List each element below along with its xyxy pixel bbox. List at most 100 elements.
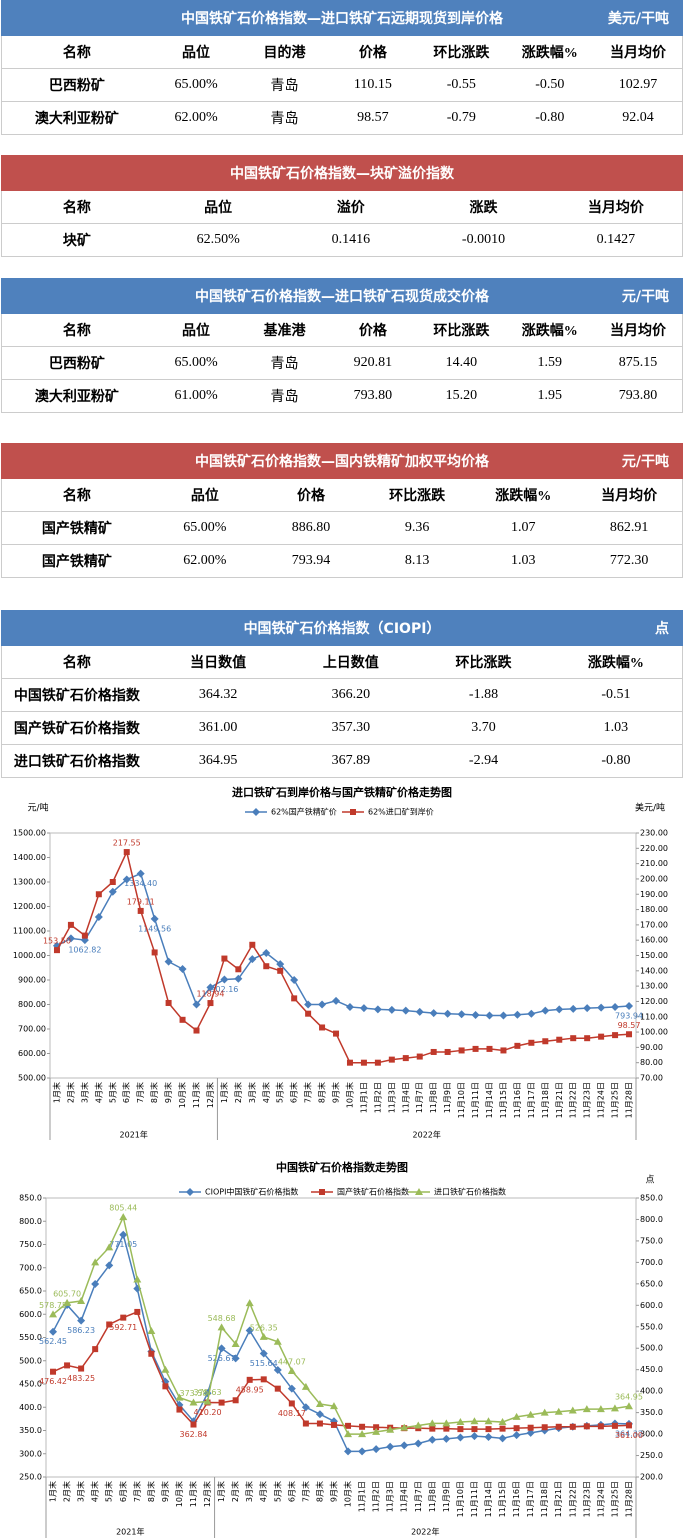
data-point (514, 1042, 521, 1049)
column-header: 当月均价 (594, 36, 683, 69)
x-tick-label: 5月末 (275, 1082, 285, 1103)
x-tick-label: 11月10日 (457, 1082, 466, 1118)
data-label: 476.42 (39, 1377, 67, 1386)
data-point (207, 1000, 214, 1007)
series-line (52, 1310, 630, 1430)
x-tick-label: 11月末 (191, 1082, 201, 1108)
table-block: 中国铁矿石价格指数（CIOPI）点名称 当日数值 上日数值 环比涨跌 涨跌幅% 中国铁矿石… (1, 610, 683, 778)
table-cell: 62.50% (151, 223, 285, 257)
x-tick-label: 11月24日 (597, 1082, 606, 1118)
data-point (232, 1397, 239, 1404)
data-point (235, 966, 242, 973)
legend-label: 国产铁矿石价格指数 (337, 1187, 409, 1197)
data-label: 562.45 (39, 1337, 67, 1346)
data-point (358, 1447, 367, 1456)
table-unit: 美元/干吨 (607, 11, 669, 27)
data-point (262, 949, 271, 958)
x-tick-label: 3月末 (79, 1082, 89, 1103)
data-point (374, 1059, 381, 1066)
data-point (175, 1393, 184, 1401)
x-tick-label: 5月末 (104, 1481, 114, 1502)
data-point (372, 1427, 381, 1435)
data-point (330, 1421, 337, 1428)
x-tick-label: 11月28日 (624, 1481, 633, 1517)
data-point (161, 1377, 170, 1386)
x-tick-label: 10月末 (174, 1481, 184, 1507)
x-tick-label: 4月末 (258, 1481, 268, 1502)
data-label: 548.68 (208, 1314, 236, 1323)
data-point (345, 1002, 354, 1011)
data-point (123, 849, 130, 856)
table-cell: 62.00% (151, 544, 258, 578)
data-point (332, 996, 341, 1005)
column-header: 涨跌幅% (505, 314, 594, 347)
data-point (484, 1417, 493, 1425)
x-group-label: 2022年 (413, 1130, 441, 1140)
x-tick-label: 11月8日 (429, 1082, 438, 1113)
x-tick-label: 11月21日 (555, 1082, 564, 1118)
series-line (56, 872, 630, 1017)
data-point (443, 1425, 450, 1432)
data-label: 364.32 (615, 1429, 643, 1438)
y-tick-label: 800.0 (19, 1217, 42, 1226)
data-point (165, 999, 172, 1006)
table-cell: 862.91 (576, 511, 683, 545)
y2-tick-label: 210.00 (640, 859, 668, 868)
data-point (218, 1399, 225, 1406)
data-label: 526.67 (208, 1354, 236, 1363)
data-point (234, 974, 243, 983)
x-tick-label: 6月末 (121, 1082, 131, 1103)
data-point (49, 1327, 58, 1336)
column-header: 品位 (151, 191, 285, 224)
table-header: 中国铁矿石价格指数（CIOPI） 点 (1, 610, 683, 646)
table-cell: -0.50 (505, 68, 594, 102)
table-row: 澳大利亚粉矿 61.00% 青岛 793.80 15.20 1.95 793.80 (1, 379, 683, 413)
data-point (570, 1035, 577, 1042)
data-point (231, 1339, 240, 1347)
y2-tick-label: 100.00 (640, 1028, 668, 1037)
x-tick-label: 11月9日 (443, 1082, 452, 1113)
table-header: 中国铁矿石价格指数—进口铁矿石现货成交价格 元/干吨 (1, 278, 683, 314)
data-point (373, 1424, 380, 1431)
data-point (248, 955, 257, 964)
row-name: 巴西粉矿 (1, 346, 152, 380)
data-point (414, 1439, 423, 1448)
table-cell: -0.79 (417, 101, 506, 135)
data-point (217, 1344, 226, 1353)
data-point (203, 1397, 212, 1405)
y2-tick-label: 450.0 (640, 1365, 663, 1374)
data-point (63, 1298, 72, 1306)
data-point (319, 1024, 326, 1031)
x-tick-label: 9月末 (328, 1481, 338, 1502)
data-point (458, 1047, 465, 1054)
data-label: 375.63 (194, 1388, 222, 1397)
header-row: 名称 当日数值 上日数值 环比涨跌 涨跌幅% (1, 646, 683, 679)
x-tick-label: 11月2日 (372, 1481, 381, 1512)
data-point (150, 914, 159, 923)
table-cell: 357.30 (284, 711, 418, 745)
data-point (512, 1412, 521, 1420)
row-name: 澳大利亚粉矿 (1, 379, 152, 413)
y2-tick-label: 180.00 (640, 905, 668, 914)
table-cell: 1.59 (505, 346, 594, 380)
data-point (526, 1410, 535, 1418)
x-tick-label: 11月17日 (527, 1082, 536, 1118)
data-point (220, 975, 229, 984)
data-point (457, 1010, 466, 1019)
table-row: 块矿 62.50% 0.1416 -0.0010 0.1427 (1, 223, 683, 257)
data-point (190, 1421, 197, 1428)
data-point (612, 1032, 619, 1039)
x-tick-label: 11月17日 (526, 1481, 535, 1517)
x-tick-label: 11月1日 (359, 1082, 368, 1113)
data-point (106, 1321, 113, 1328)
data-point (221, 955, 228, 962)
x-tick-label: 6月末 (118, 1481, 128, 1502)
y-tick-label: 400.0 (19, 1403, 42, 1412)
table-title: 中国铁矿石价格指数—进口铁矿石现货成交价格 (195, 289, 489, 305)
data-point (249, 941, 256, 948)
table-cell: 8.13 (364, 544, 471, 578)
data-label: 118.94 (196, 990, 224, 999)
data-point (444, 1048, 451, 1055)
x-tick-label: 11月4日 (401, 1082, 410, 1113)
series-line (52, 1214, 630, 1435)
